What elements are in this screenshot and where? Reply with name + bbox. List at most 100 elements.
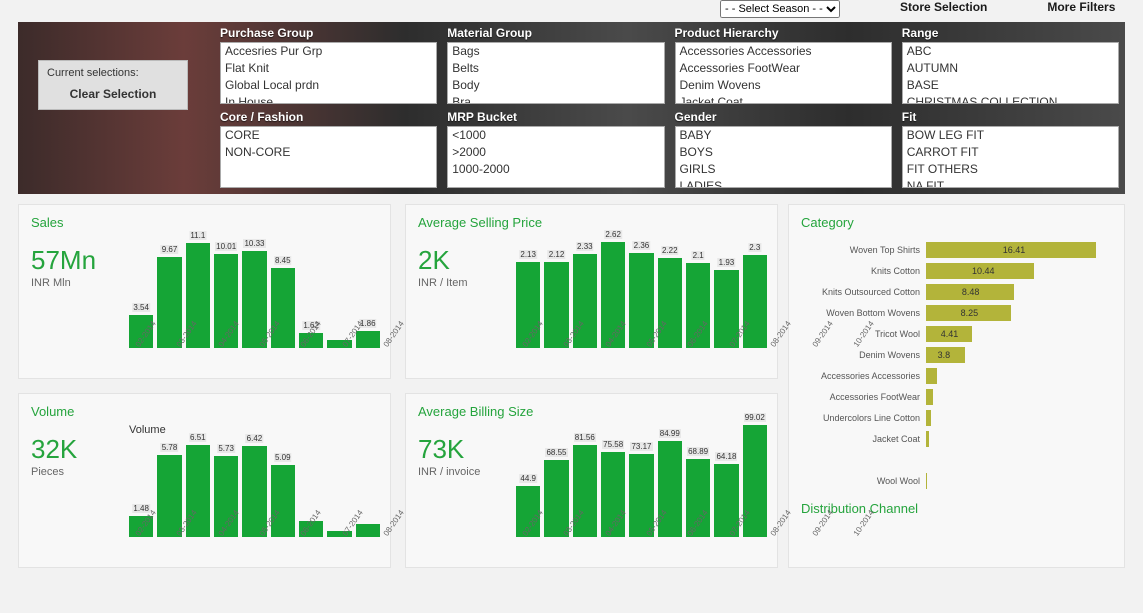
category-value: 8.48 — [962, 287, 980, 297]
filter-listbox[interactable]: BABYBOYSGIRLSLADIES — [675, 126, 892, 188]
filter-label: Fit — [902, 110, 1119, 124]
store-selection-link[interactable]: Store Selection — [900, 0, 987, 14]
filter-option[interactable]: Body — [448, 77, 663, 94]
category-bar[interactable] — [926, 389, 933, 405]
abs-title: Average Billing Size — [418, 404, 765, 419]
bar-value-label: 6.51 — [189, 433, 207, 442]
filter-option[interactable]: In House — [221, 94, 436, 104]
volume-kpi: 32K — [31, 434, 77, 465]
filter-listbox[interactable]: Accesries Pur GrpFlat KnitGlobal Local p… — [220, 42, 437, 104]
category-row: Undercolors Line Cotton — [801, 408, 1112, 428]
filter-option[interactable]: CARROT FIT — [903, 144, 1118, 161]
sales-title: Sales — [31, 215, 378, 230]
volume-subtitle: Volume — [129, 424, 166, 436]
filter-label: MRP Bucket — [447, 110, 664, 124]
filter-option[interactable]: Global Local prdn — [221, 77, 436, 94]
filter-fit: Fit BOW LEG FITCARROT FITFIT OTHERSNA FIT — [902, 110, 1119, 188]
filter-option[interactable]: BOW LEG FIT — [903, 127, 1118, 144]
filter-listbox[interactable]: <1000>20001000-2000 — [447, 126, 664, 188]
category-label: Knits Cotton — [801, 266, 926, 276]
category-row: Woven Bottom Wovens 8.25 — [801, 303, 1112, 323]
category-label: Wool Wool — [801, 476, 926, 486]
filter-option[interactable]: <1000 — [448, 127, 663, 144]
filter-product-hierarchy: Product Hierarchy Accessories Accessories… — [675, 26, 892, 104]
bar-value-label: 75.58 — [602, 440, 624, 449]
category-label: Undercolors Line Cotton — [801, 413, 926, 423]
filter-listbox[interactable]: ABCAUTUMNBASECHRISTMAS COLLECTION — [902, 42, 1119, 104]
filter-option[interactable]: BASE — [903, 77, 1118, 94]
filter-option[interactable]: LADIES — [676, 178, 891, 188]
filter-option[interactable]: Bags — [448, 43, 663, 60]
bar-value-label: 68.89 — [687, 447, 709, 456]
filter-option[interactable]: Jacket Coat — [676, 94, 891, 104]
filter-option[interactable]: Flat Knit — [221, 60, 436, 77]
category-row: Accessories Accessories — [801, 366, 1112, 386]
bar-value-label: 9.67 — [161, 245, 179, 254]
filter-option[interactable]: CORE — [221, 127, 436, 144]
sales-kpi: 57Mn — [31, 245, 96, 276]
filter-option[interactable]: CHRISTMAS COLLECTION — [903, 94, 1118, 104]
filter-listbox[interactable]: BagsBeltsBodyBra — [447, 42, 664, 104]
filter-option[interactable]: AUTUMN — [903, 60, 1118, 77]
bar-value-label: 84.99 — [659, 429, 681, 438]
bar-value-label: 2.12 — [548, 250, 566, 259]
filter-option[interactable]: ABC — [903, 43, 1118, 60]
filter-option[interactable]: Denim Wovens — [676, 77, 891, 94]
bar-value-label: 2.3 — [748, 243, 761, 252]
category-bar[interactable] — [926, 410, 931, 426]
season-select[interactable]: - - Select Season - - — [720, 0, 840, 18]
filter-label: Core / Fashion — [220, 110, 437, 124]
bar-value-label: 5.09 — [274, 453, 292, 462]
asp-title: Average Selling Price — [418, 215, 765, 230]
volume-card: Volume Volume 32K Pieces 1.485.786.515.7… — [18, 393, 391, 568]
asp-card: Average Selling Price 2K INR / Item 2.13… — [405, 204, 778, 379]
filter-option[interactable]: NA FIT — [903, 178, 1118, 188]
category-card: Category Woven Top Shirts16.41Knits Cott… — [788, 204, 1125, 568]
category-bar[interactable] — [926, 473, 927, 489]
filter-label: Gender — [675, 110, 892, 124]
category-row: Accessories FootWear — [801, 387, 1112, 407]
bar-value-label: 10.33 — [243, 239, 265, 248]
category-bar[interactable] — [926, 368, 937, 384]
filter-option[interactable]: BABY — [676, 127, 891, 144]
current-selections-box: Current selections: Clear Selection — [38, 60, 188, 110]
more-filters-link[interactable]: More Filters — [1047, 0, 1115, 14]
filter-option[interactable]: Belts — [448, 60, 663, 77]
current-selections-label: Current selections: — [47, 67, 179, 79]
bar-value-label: 2.62 — [604, 230, 622, 239]
filter-option[interactable]: BOYS — [676, 144, 891, 161]
category-bar[interactable] — [926, 431, 929, 447]
category-label: Woven Bottom Wovens — [801, 308, 926, 318]
filter-listbox[interactable]: BOW LEG FITCARROT FITFIT OTHERSNA FIT — [902, 126, 1119, 188]
filter-mrp-bucket: MRP Bucket <1000>20001000-2000 — [447, 110, 664, 188]
category-row: Wool Wool — [801, 471, 1112, 491]
category-value: 8.25 — [961, 308, 979, 318]
asp-unit: INR / Item — [418, 277, 468, 289]
filter-label: Product Hierarchy — [675, 26, 892, 40]
filter-label: Purchase Group — [220, 26, 437, 40]
filter-option[interactable]: Accessories FootWear — [676, 60, 891, 77]
filter-option[interactable]: FIT OTHERS — [903, 161, 1118, 178]
category-label: Jacket Coat — [801, 434, 926, 444]
filter-option[interactable]: 1000-2000 — [448, 161, 663, 178]
filter-option[interactable]: Accesries Pur Grp — [221, 43, 436, 60]
bar-value-label: 2.22 — [661, 246, 679, 255]
bar-value-label: 81.56 — [574, 433, 596, 442]
filter-band: Current selections: Clear Selection Purc… — [18, 22, 1125, 194]
sales-card: Sales 57Mn INR Mln 3.549.6711.110.0110.3… — [18, 204, 391, 379]
abs-kpi: 73K — [418, 434, 464, 465]
filter-option[interactable]: Accessories Accessories — [676, 43, 891, 60]
filter-listbox[interactable]: CORENON-CORE — [220, 126, 437, 188]
filter-listbox[interactable]: Accessories AccessoriesAccessories FootW… — [675, 42, 892, 104]
bar-value-label: 2.33 — [576, 242, 594, 251]
category-title: Category — [801, 215, 1112, 230]
bar-value-label: 68.55 — [545, 448, 567, 457]
filter-option[interactable]: Bra — [448, 94, 663, 104]
filter-option[interactable]: >2000 — [448, 144, 663, 161]
category-row: Jacket Coat — [801, 429, 1112, 449]
clear-selection-button[interactable]: Clear Selection — [47, 87, 179, 101]
filter-label: Material Group — [447, 26, 664, 40]
filter-option[interactable]: NON-CORE — [221, 144, 436, 161]
category-row: Knits Cotton10.44 — [801, 261, 1112, 281]
filter-option[interactable]: GIRLS — [676, 161, 891, 178]
